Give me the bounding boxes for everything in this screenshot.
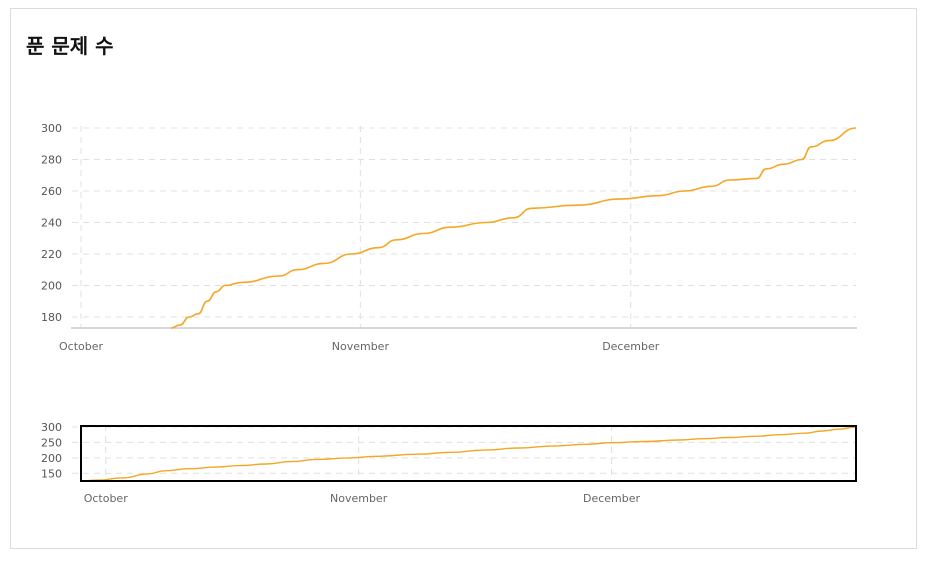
- y-tick-label: 240: [41, 216, 62, 229]
- main-x-axis: October November December: [59, 340, 660, 353]
- navigator-series-line: [80, 426, 857, 482]
- x-tick-label: December: [602, 340, 660, 353]
- x-tick-label: November: [332, 340, 390, 353]
- page-title: 푼 문제 수: [26, 34, 114, 58]
- main-series-line: [171, 127, 857, 329]
- y-tick-label: 250: [41, 436, 62, 449]
- x-tick-label: December: [583, 492, 641, 505]
- x-tick-label: November: [330, 492, 388, 505]
- main-grid: [72, 126, 856, 328]
- navigator-grid: [72, 425, 856, 481]
- y-tick-label: 280: [41, 153, 62, 166]
- x-tick-label: October: [84, 492, 128, 505]
- y-tick-label: 260: [41, 185, 62, 198]
- y-tick-label: 180: [41, 311, 62, 324]
- y-tick-label: 300: [41, 421, 62, 434]
- navigator-y-axis: 150 200 250 300: [41, 421, 62, 480]
- main-y-axis: 180 200 220 240 260 280 300: [41, 122, 62, 324]
- y-tick-label: 200: [41, 452, 62, 465]
- y-tick-label: 200: [41, 279, 62, 292]
- y-tick-label: 150: [41, 467, 62, 480]
- navigator-brush[interactable]: [80, 425, 857, 482]
- y-tick-label: 300: [41, 122, 62, 135]
- navigator-x-axis: October November December: [84, 492, 641, 505]
- chart-card: [10, 8, 917, 549]
- x-tick-label: October: [59, 340, 103, 353]
- y-tick-label: 220: [41, 248, 62, 261]
